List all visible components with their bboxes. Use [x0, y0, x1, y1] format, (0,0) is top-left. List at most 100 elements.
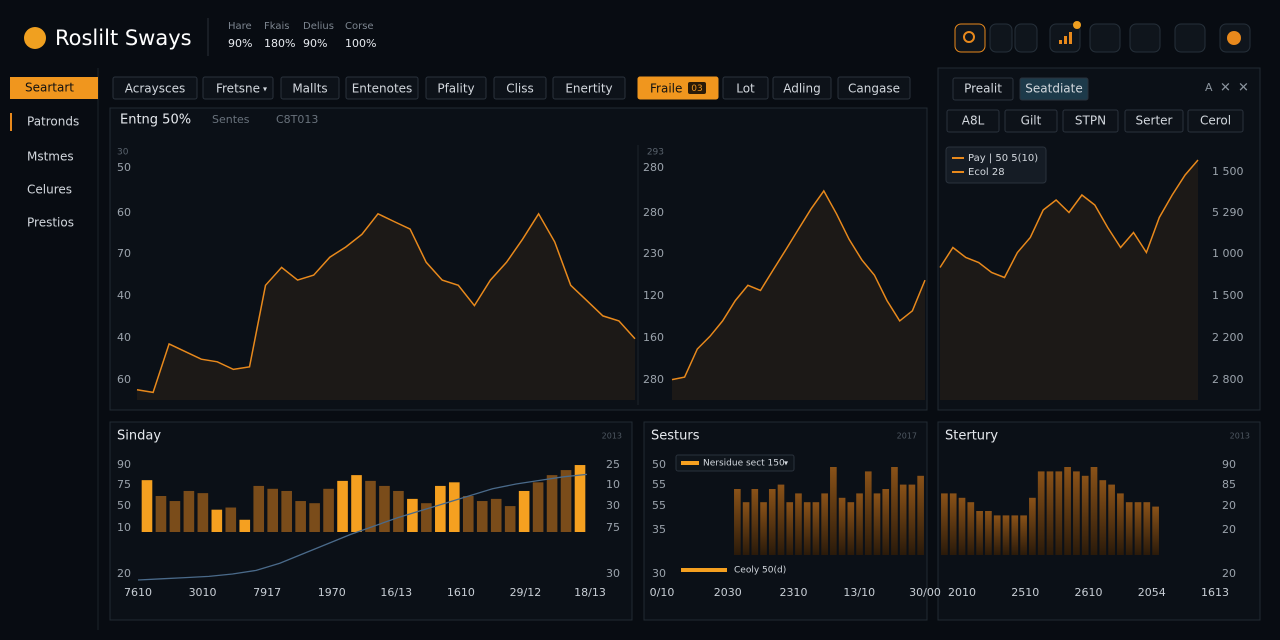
tab-label: Fraile: [650, 82, 682, 96]
tab[interactable]: [112, 76, 198, 100]
tab-label: Adling: [783, 82, 821, 96]
button[interactable]: [1187, 109, 1244, 133]
bar: [891, 467, 898, 555]
trend-line: [137, 473, 588, 581]
y-tick-label: 230: [643, 247, 664, 260]
notification-dot: [1073, 21, 1081, 29]
bar: [821, 493, 828, 555]
y-tick-label: 20: [1222, 567, 1236, 580]
sidebar-item-bg: [10, 77, 98, 99]
bar: [518, 490, 530, 532]
line: [939, 159, 1199, 279]
tab[interactable]: [772, 76, 832, 100]
button[interactable]: [946, 109, 1000, 133]
tab-label: Cliss: [506, 82, 534, 96]
button[interactable]: [952, 77, 1014, 101]
tab[interactable]: [722, 76, 769, 100]
y-tick-label: 5 290: [1212, 206, 1244, 219]
tab[interactable]: [837, 76, 911, 100]
tab[interactable]: [280, 76, 340, 100]
bar: [295, 501, 306, 532]
y-tick-label: 30: [606, 567, 620, 580]
icon-button[interactable]: [954, 23, 986, 53]
sidebar-item[interactable]: Seartart: [25, 81, 74, 95]
legend-label: Ceoly 50(d): [734, 566, 786, 576]
sidebar-item[interactable]: Mstmes: [27, 150, 74, 164]
tab[interactable]: [493, 76, 547, 100]
x-tick-label: 18/13: [574, 586, 606, 599]
sidebar-indicator: [10, 113, 12, 131]
subtab[interactable]: Sentes: [212, 113, 250, 126]
x-tick-label: 16/13: [380, 586, 412, 599]
button[interactable]: [1004, 109, 1058, 133]
x-tick-label: 1610: [447, 586, 475, 599]
icon[interactable]: A: [1205, 81, 1213, 94]
caret: ▾: [784, 459, 788, 468]
y-tick-label: 50: [652, 458, 666, 471]
x-tick-label: 2310: [780, 586, 808, 599]
icon[interactable]: ✕: [1220, 81, 1231, 96]
legend-swatch: [681, 461, 699, 465]
icon-button[interactable]: [1129, 23, 1161, 53]
y-tick-label: 90: [117, 458, 131, 471]
y-tick-label: 75: [606, 521, 620, 534]
button-label: STPN: [1075, 114, 1106, 128]
bar: [882, 489, 890, 555]
y-tick-label: 40: [117, 289, 131, 302]
bar: [958, 497, 966, 555]
bar: [560, 470, 572, 532]
bar: [734, 489, 741, 555]
sidebar-item[interactable]: Patronds: [27, 115, 79, 129]
tab[interactable]: [345, 76, 419, 100]
tab[interactable]: [552, 76, 626, 100]
bar: [1020, 515, 1027, 555]
icon[interactable]: ✕: [1238, 81, 1249, 96]
sidebar-item[interactable]: Celures: [27, 183, 72, 197]
panel-corner: 2017: [897, 432, 917, 441]
icon-button[interactable]: [989, 23, 1013, 53]
bar: [393, 490, 404, 532]
tab[interactable]: [202, 76, 274, 100]
x-tick-label: 2054: [1138, 586, 1166, 599]
button[interactable]: [1124, 109, 1184, 133]
button[interactable]: [1019, 77, 1089, 101]
x-tick-label: 1613: [1201, 586, 1229, 599]
bar: [169, 501, 181, 532]
stat-value: 90%: [303, 37, 327, 50]
bar: [197, 493, 209, 532]
y-tick-label: 40: [117, 331, 131, 344]
x-tick-label: 2030: [714, 586, 742, 599]
bar: [532, 482, 544, 532]
bar: [1108, 484, 1115, 555]
button-label: Prealit: [964, 82, 1002, 96]
panel-corner: 2013: [602, 432, 622, 441]
y-tick-label: 280: [643, 206, 664, 219]
y-tick-label: 280: [643, 161, 664, 174]
bar: [908, 484, 916, 555]
panel-title: Sinday: [117, 429, 161, 444]
bar: [504, 506, 516, 532]
subtab[interactable]: Entng 50%: [120, 113, 191, 128]
stat-value: 100%: [345, 37, 376, 50]
tab[interactable]: [425, 76, 487, 100]
bar: [1090, 467, 1098, 555]
y-tick-label: 60: [117, 206, 131, 219]
badge-text: 03: [691, 84, 702, 94]
bar: [351, 475, 362, 532]
bar: [211, 509, 223, 532]
button[interactable]: [1062, 109, 1119, 133]
sidebar-item[interactable]: Prestios: [27, 216, 74, 230]
legend-label: Pay | 50 5(10): [968, 153, 1038, 164]
icon-button[interactable]: [1174, 23, 1206, 53]
bar: [1134, 502, 1142, 555]
stat-value: 90%: [228, 37, 252, 50]
y-tick-label: 2 800: [1212, 373, 1244, 386]
logo-icon: [24, 27, 46, 49]
icon: [963, 31, 975, 43]
subtab[interactable]: C8T013: [276, 113, 318, 126]
bar: [847, 502, 855, 555]
bar: [253, 485, 265, 532]
bar: [309, 503, 320, 532]
icon-button[interactable]: [1014, 23, 1038, 53]
icon-button[interactable]: [1089, 23, 1121, 53]
